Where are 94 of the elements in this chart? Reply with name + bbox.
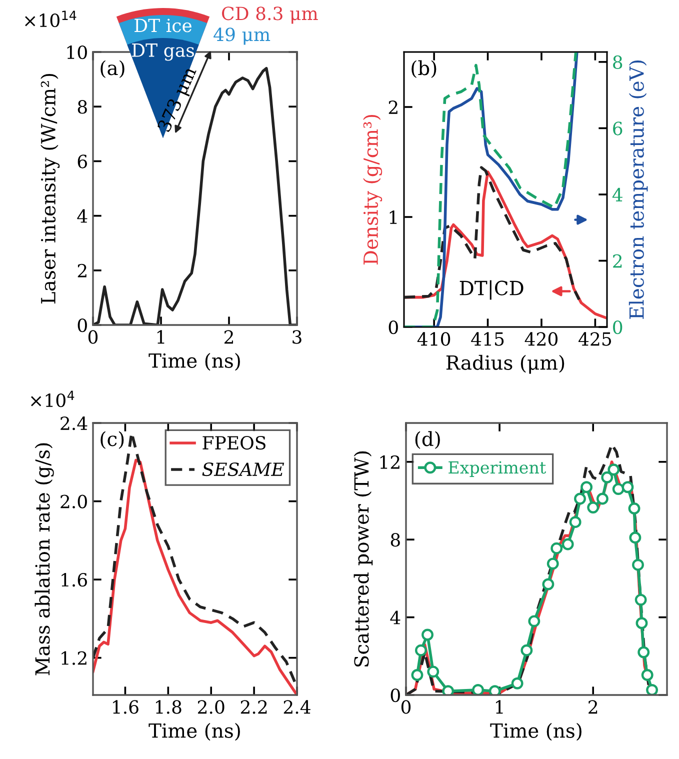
y-tick-label: 8 [78,100,87,114]
y-tick-label: 10 [67,45,87,60]
point [601,471,614,484]
x-tick-label: 2 [588,700,598,714]
x-tick-label: 3 [292,330,302,344]
point [612,483,624,496]
text: 49 μm [214,28,270,45]
x-axis-title: Radius (μm) [446,354,564,374]
y2-tick-label: 8 [613,55,622,70]
y-tick-label: 2.0 [60,494,87,508]
point [542,578,554,590]
line-series [404,166,580,301]
point [580,481,593,494]
point [546,558,559,570]
y-axis-title: Density (g/cm³) [363,114,382,264]
y2-axis-title: Electron temperature (eV) [628,60,648,319]
legend-label: Experiment [448,461,546,477]
point [634,594,647,606]
x-tick-label: 2.0 [198,700,224,714]
x-tick-label: 1.8 [156,700,182,714]
text: DT ice [134,18,192,32]
y-tick-label: 0 [390,688,400,702]
y-tick-label: 2 [78,264,86,278]
x-tick-label: 1.6 [113,700,138,714]
point [427,666,440,678]
y-tick-label: 8 [390,533,400,547]
x-tick-label: 420 [524,332,558,346]
text: ×10$^{4}$ [31,390,74,408]
point [442,685,454,695]
annotation: DT gas [132,44,194,61]
y-tick-label: 0 [78,318,87,332]
y-tick-label: 2.4 [60,416,88,430]
point [628,502,640,514]
point [596,492,608,505]
y-tick-label: 1.2 [62,651,86,665]
y-axis-title: Scattered power (TW) [354,451,373,667]
point [608,464,620,476]
legend-label: SESAME [202,462,284,476]
x-axis-title: Time (ns) [490,722,582,741]
x-tick-label: 0 [401,700,411,714]
annotation: (a) [100,60,124,78]
point [520,644,533,656]
y-axis-title: Mass ablation rate (g/s) [34,443,54,676]
point [569,516,582,528]
x-tick-label: 410 [417,332,450,346]
y2-tick-label: 4 [612,188,622,202]
y-tick-label: 1.6 [62,573,88,587]
y-tick-label: 6 [78,154,87,168]
x-tick-label: 1 [496,700,503,714]
annotation: (b) [412,60,436,78]
x-tick-label: 415 [471,332,504,346]
annotation: (c) [100,431,124,449]
point [622,481,634,494]
x-axis-title: Time (ns) [148,722,240,741]
x-tick-label: 2 [224,330,233,344]
annotation: (d) [415,431,440,449]
x-axis-title: Time (ns) [148,352,240,371]
y-tick-label: 12 [380,455,400,469]
point [411,669,424,681]
x-tick-label: 425 [578,332,612,346]
point [528,615,540,628]
legend-label: FPEOS [202,436,266,450]
y-tick-label: 2 [388,100,398,114]
point [629,532,642,544]
point [587,502,600,514]
y-axis-title: Laser intensity (W/cm²) [40,74,60,304]
x-tick-label: 2.4 [284,700,310,714]
point [636,617,648,630]
annotation: 373 μm [156,65,200,134]
point [550,542,563,554]
text: ×10$^{14}$ [25,10,76,28]
x-tick-label: 0 [88,330,98,344]
y-tick-label: 0 [388,320,398,334]
point [632,558,644,571]
point [641,669,654,681]
y-tick-label: 4 [390,610,400,624]
text: CD 8.3 μm [222,6,318,24]
y2-tick-label: 6 [613,122,622,136]
point [646,684,658,695]
point [562,538,574,550]
point [638,646,650,658]
y-tick-label: 4 [77,209,88,223]
y-tick-label: 1 [390,210,397,224]
point [414,644,427,656]
annotation: DT|CD [460,280,524,300]
y2-tick-label: 0 [613,320,622,334]
x-tick-label: 2.2 [240,700,267,714]
point [472,684,484,695]
point [511,677,524,690]
x-tick-label: 1 [157,330,164,344]
point [422,628,434,641]
point [574,492,586,505]
point [488,685,501,695]
y2-tick-label: 2 [613,254,622,268]
